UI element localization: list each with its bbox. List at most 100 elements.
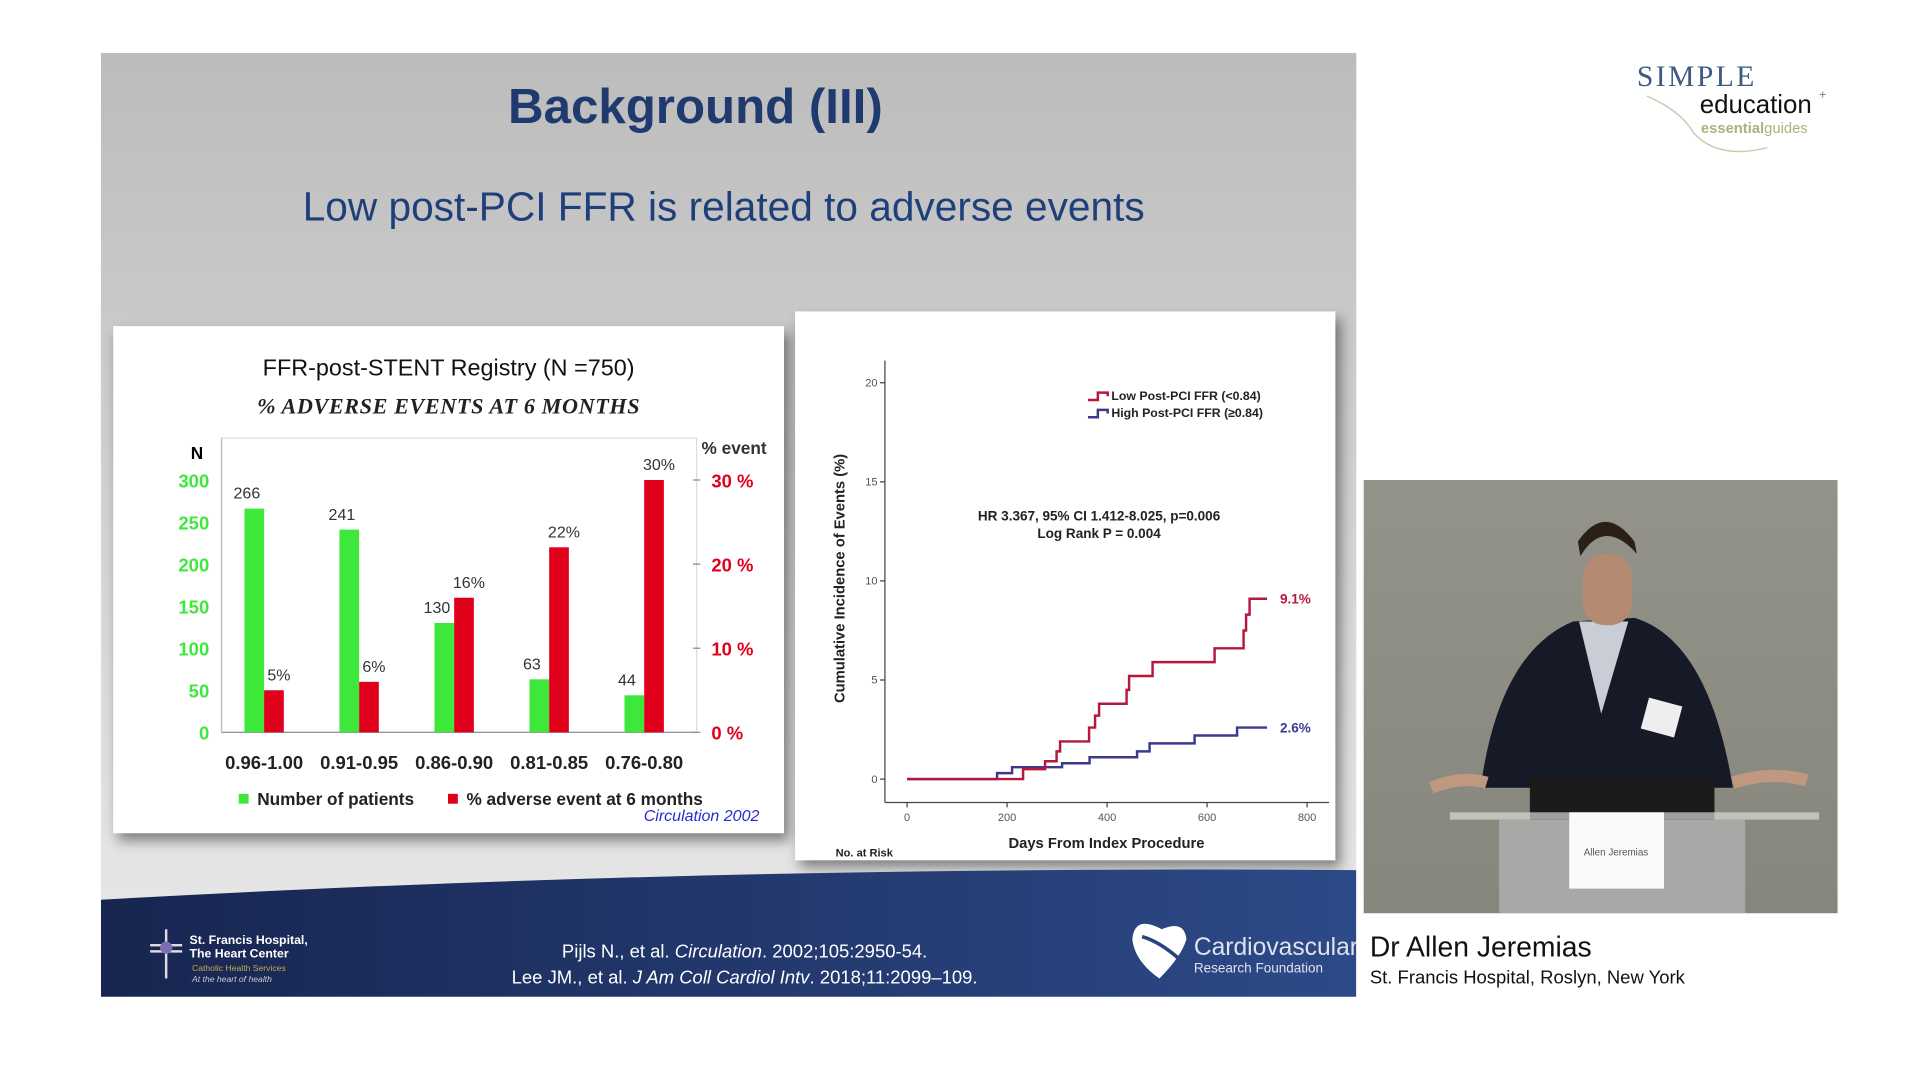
logo-essential: essential	[1700, 119, 1765, 137]
km-line-high-ffr	[907, 726, 1268, 781]
y-right-tick-label: 20 %	[711, 554, 753, 575]
km-line-low-ffr	[907, 597, 1268, 781]
crf-logo-line2: Research Foundation	[1194, 960, 1323, 975]
y-axis-label: N	[191, 443, 203, 463]
bar-patients-label: 266	[234, 486, 261, 503]
citation-2-authors: Lee JM., et al.	[511, 967, 633, 989]
bar-chart-source: Circulation 2002	[643, 806, 760, 825]
y-axis-label: Cumulative Incidence of Events (%)	[832, 454, 848, 703]
legend-label-patients: Number of patients	[257, 789, 414, 809]
x-tick-label: 400	[1098, 812, 1116, 824]
x-tick-label: 0.81-0.85	[510, 752, 588, 773]
legend-label: Low Post-PCI FFR (<0.84)	[1111, 389, 1260, 403]
simple-education-logo: SIMPLE education + essentialguides	[1632, 62, 1841, 160]
presentation-slide: Background (III) Low post-PCI FFR is rel…	[100, 52, 1357, 997]
x-tick-label: 800	[1298, 812, 1316, 824]
x-tick-label: 0.91-0.95	[320, 752, 398, 773]
x-tick-label: 600	[1198, 812, 1216, 824]
speaker-figure: Allen Jeremias	[1429, 521, 1820, 914]
bar-patients	[434, 622, 455, 733]
bar-chart-title: FFR-post-STENT Registry (N =750)	[262, 355, 635, 382]
bar-adverse-events	[359, 681, 379, 733]
speaker-video: Allen Jeremias	[1363, 479, 1838, 914]
bar-adverse-label: 22%	[548, 524, 580, 541]
y-right-tick-label: 0 %	[711, 723, 743, 744]
logo-simple: SIMPLE	[1636, 61, 1757, 94]
km-end-label: 9.1%	[1280, 592, 1311, 607]
slide-subtitle: Low post-PCI FFR is related to adverse e…	[302, 183, 1145, 229]
slide-footer: St. Francis Hospital, The Heart Center C…	[100, 869, 1357, 997]
y-tick-label: 10	[865, 576, 877, 588]
y-tick-label: 200	[178, 554, 209, 575]
y-tick-label: 0	[871, 774, 877, 786]
hospital-cross-icon	[150, 929, 183, 979]
speaker-affiliation: St. Francis Hospital, Roslyn, New York	[1369, 967, 1685, 989]
legend-label-adverse: % adverse event at 6 months	[466, 789, 702, 809]
bar-patients-label: 130	[424, 600, 451, 617]
citation-1-authors: Pijls N., et al.	[561, 941, 675, 963]
speaker-name: Dr Allen Jeremias	[1369, 930, 1592, 963]
legend-swatch	[1087, 391, 1109, 402]
citation-2-details: . 2018;11:2099–109.	[809, 967, 978, 989]
hospital-logo-line2: The Heart Center	[190, 947, 289, 961]
legend-swatch-adverse	[447, 793, 458, 804]
hospital-logo-line3: Catholic Health Services	[192, 963, 286, 973]
y-tick-label: 20	[865, 377, 877, 389]
x-axis-label: Days From Index Procedure	[1009, 836, 1205, 852]
y-right-axis-label: % event	[702, 438, 767, 458]
bar-adverse-label: 6%	[362, 659, 385, 676]
logo-education: education	[1699, 91, 1812, 120]
bar-patients	[339, 529, 360, 733]
bar-adverse-events	[549, 547, 569, 733]
hr-annotation: HR 3.367, 95% CI 1.412-8.025, p=0.006	[978, 509, 1221, 524]
y-right-tick-label: 10 %	[711, 639, 753, 660]
km-chart-card: 0 5 10 15 20 0 200 400 600 800 Cumulative Incidenc…	[795, 311, 1336, 861]
legend-swatch-patients	[238, 793, 249, 804]
y-tick-label: 15	[865, 477, 877, 489]
citation-1-details: . 2002;105:2950-54.	[762, 941, 928, 963]
hospital-logo-line4: At the heart of health	[191, 974, 272, 984]
no-at-risk-label: No. at Risk	[836, 848, 894, 860]
bar-patients	[529, 679, 550, 733]
bar-chart: 0 50 100 150 200 250 300 0 % 10 % 20 % 30 % N % even…	[178, 437, 767, 809]
bar-patients-label: 44	[618, 672, 636, 689]
logrank-annotation: Log Rank P = 0.004	[1037, 526, 1161, 541]
bar-chart-subtitle: % ADVERSE EVENTS AT 6 MONTHS	[257, 393, 641, 419]
bar-adverse-label: 30%	[643, 457, 675, 474]
citation-1: Pijls N., et al. Circulation. 2002;105:2…	[314, 942, 1176, 963]
km-end-label: 2.6%	[1280, 720, 1311, 735]
hospital-logo-line1: St. Francis Hospital,	[190, 933, 308, 947]
logo-essentialguides: essentialguides	[1701, 119, 1808, 136]
y-tick-label: 5	[871, 675, 877, 687]
crf-logo-line1: Cardiovascular	[1194, 934, 1356, 961]
x-tick-label: 0.86-0.90	[415, 752, 493, 773]
y-tick-label: 250	[178, 512, 209, 533]
y-tick-label: 100	[178, 639, 209, 660]
legend-label: High Post-PCI FFR (≥0.84)	[1111, 406, 1263, 420]
bar-patients	[244, 508, 265, 733]
y-tick-label: 0	[199, 723, 209, 744]
bar-adverse-events	[264, 690, 284, 733]
bar-chart-card: FFR-post-STENT Registry (N =750) % ADVER…	[113, 326, 784, 834]
x-tick-label: 0	[904, 812, 910, 824]
x-tick-label: 200	[998, 812, 1016, 824]
x-tick-label: 0.76-0.80	[605, 752, 683, 773]
bar-adverse-events	[644, 479, 664, 733]
slide-title: Background (III)	[508, 79, 883, 135]
bar-adverse-label: 5%	[267, 667, 290, 684]
bar-patients	[624, 695, 645, 733]
bar-adverse-events	[454, 597, 474, 733]
podium-sign-text: Allen Jeremias	[1584, 847, 1649, 858]
citation-2-journal: J Am Coll Cardiol Intv	[632, 967, 810, 989]
logo-plus-icon: +	[1819, 88, 1827, 103]
bar-patients-label: 241	[329, 507, 356, 524]
legend-swatch	[1087, 408, 1109, 419]
crf-heart-icon	[1132, 923, 1187, 979]
y-tick-label: 150	[178, 597, 209, 618]
y-right-tick-label: 30 %	[711, 470, 753, 491]
y-tick-label: 50	[189, 681, 210, 702]
citation-1-journal: Circulation	[674, 941, 763, 963]
x-tick-label: 0.96-1.00	[225, 752, 303, 773]
bar-patients-label: 63	[523, 656, 541, 673]
